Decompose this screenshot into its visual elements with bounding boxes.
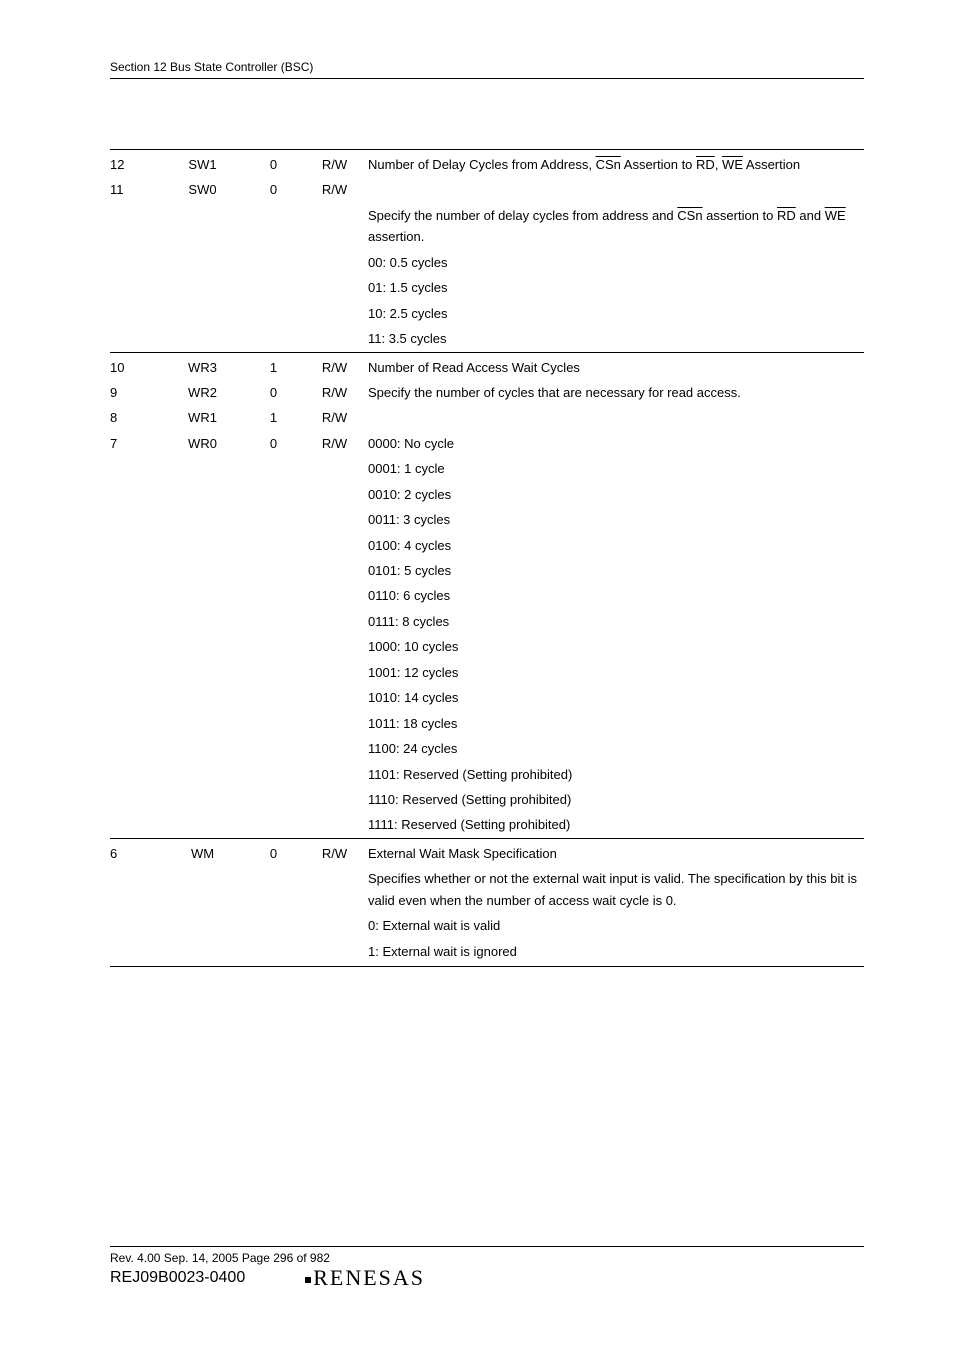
page-footer: Rev. 4.00 Sep. 14, 2005 Page 296 of 982 … [110, 1246, 864, 1291]
rw-cell: R/W [307, 405, 368, 430]
rw-cell: R/W [307, 838, 368, 866]
desc-cell: 1011: 18 cycles [368, 711, 864, 736]
desc-cell: Number of Delay Cycles from Address, CSn… [368, 150, 864, 203]
name-cell: WM [165, 838, 246, 866]
desc-cell: 0: External wait is valid [368, 913, 864, 938]
init-cell: 1 [246, 352, 307, 380]
bit-cell: 6 [110, 838, 165, 866]
desc-cell: Number of Read Access Wait Cycles [368, 352, 864, 380]
bit-cell: 12 [110, 150, 165, 178]
logo-text: RENESAS [313, 1265, 425, 1290]
desc-text: assertion. [368, 229, 424, 244]
footer-rev: Rev. 4.00 Sep. 14, 2005 Page 296 of 982 [110, 1246, 864, 1265]
desc-cell: 0100: 4 cycles [368, 533, 864, 558]
bit-cell: 8 [110, 405, 165, 430]
overline-rd: RD [777, 208, 796, 223]
desc-cell: 1110: Reserved (Setting prohibited) [368, 787, 864, 812]
desc-cell: 1100: 24 cycles [368, 736, 864, 761]
desc-cell: 11: 3.5 cycles [368, 326, 864, 352]
desc-text: and [796, 208, 825, 223]
bit-cell: 11 [110, 177, 165, 202]
rw-cell: R/W [307, 150, 368, 178]
desc-cell: 0011: 3 cycles [368, 507, 864, 532]
overline-csn: CSn [596, 157, 621, 172]
footer-code: REJ09B0023-0400 [110, 1269, 245, 1287]
bit-cell: 9 [110, 380, 165, 405]
desc-cell: Specifies whether or not the external wa… [368, 866, 864, 913]
init-cell: 0 [246, 431, 307, 456]
init-cell: 0 [246, 380, 307, 405]
init-cell: 0 [246, 177, 307, 202]
desc-cell: 0010: 2 cycles [368, 482, 864, 507]
init-cell: 0 [246, 838, 307, 866]
desc-cell: 1010: 14 cycles [368, 685, 864, 710]
desc-cell: 00: 0.5 cycles [368, 250, 864, 275]
overline-we: WE [825, 208, 846, 223]
desc-cell: 0111: 8 cycles [368, 609, 864, 634]
desc-cell: 01: 1.5 cycles [368, 275, 864, 300]
desc-cell: 0101: 5 cycles [368, 558, 864, 583]
rw-cell: R/W [307, 380, 368, 405]
name-cell: WR1 [165, 405, 246, 430]
desc-cell: 1101: Reserved (Setting prohibited) [368, 762, 864, 787]
init-cell: 1 [246, 405, 307, 430]
rw-cell: R/W [307, 431, 368, 456]
desc-cell: Specify the number of cycles that are ne… [368, 380, 864, 431]
name-cell: SW0 [165, 177, 246, 202]
desc-cell: 1001: 12 cycles [368, 660, 864, 685]
rw-cell: R/W [307, 352, 368, 380]
desc-text: Assertion to [621, 157, 696, 172]
overline-csn: CSn [677, 208, 702, 223]
name-cell: SW1 [165, 150, 246, 178]
bit-cell: 7 [110, 431, 165, 456]
desc-cell: 0110: 6 cycles [368, 583, 864, 608]
logo-dot-icon [305, 1277, 311, 1283]
desc-text: Specify the number of delay cycles from … [368, 208, 677, 223]
desc-text: assertion to [703, 208, 777, 223]
bit-cell: 10 [110, 352, 165, 380]
renesas-logo: RENESAS [305, 1265, 425, 1291]
desc-cell: 1: External wait is ignored [368, 939, 864, 967]
overline-we: WE [722, 157, 743, 172]
desc-cell: 0000: No cycle [368, 431, 864, 456]
desc-cell: 10: 2.5 cycles [368, 301, 864, 326]
desc-cell: 1000: 10 cycles [368, 634, 864, 659]
desc-cell: 1111: Reserved (Setting prohibited) [368, 812, 864, 838]
init-cell: 0 [246, 150, 307, 178]
desc-cell: Specify the number of delay cycles from … [368, 203, 864, 250]
name-cell: WR0 [165, 431, 246, 456]
desc-text: , [715, 157, 722, 172]
section-header: Section 12 Bus State Controller (BSC) [110, 60, 864, 79]
name-cell: WR2 [165, 380, 246, 405]
name-cell: WR3 [165, 352, 246, 380]
desc-cell: External Wait Mask Specification [368, 838, 864, 866]
page-root: Section 12 Bus State Controller (BSC) 12… [0, 0, 954, 1351]
desc-text: Assertion [743, 157, 800, 172]
rw-cell: R/W [307, 177, 368, 202]
overline-rd: RD [696, 157, 715, 172]
desc-cell: 0001: 1 cycle [368, 456, 864, 481]
desc-text: Number of Delay Cycles from Address, [368, 157, 596, 172]
register-table: 12 SW1 0 R/W Number of Delay Cycles from… [110, 149, 864, 967]
